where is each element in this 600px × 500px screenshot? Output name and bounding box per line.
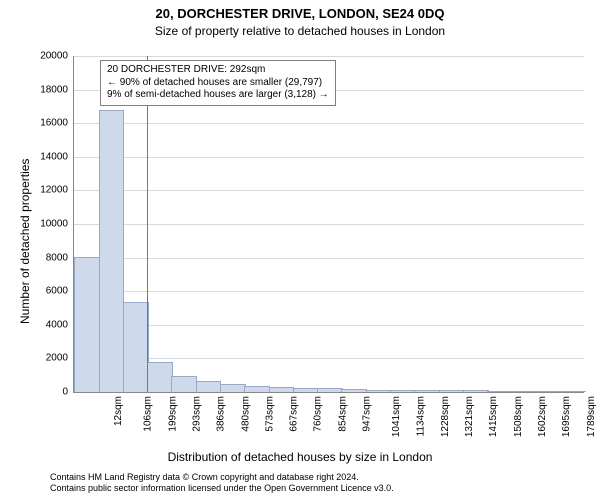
gridline	[74, 56, 584, 57]
histogram-bar	[293, 388, 319, 392]
x-tick-label: 1508sqm	[513, 396, 524, 437]
x-tick-label: 1041sqm	[391, 396, 402, 437]
y-axis-label: Number of detached properties	[18, 159, 32, 324]
histogram-bar	[123, 302, 149, 392]
callout-line3: 9% of semi-detached houses are larger (3…	[107, 89, 329, 102]
gridline	[74, 123, 584, 124]
x-tick-label: 947sqm	[362, 396, 373, 432]
y-tick-label: 14000	[40, 151, 68, 162]
footer-line2: Contains public sector information licen…	[50, 483, 394, 494]
y-tick-label: 0	[62, 387, 68, 398]
chart-subtitle: Size of property relative to detached ho…	[0, 24, 600, 38]
callout-line2: ← 90% of detached houses are smaller (29…	[107, 77, 329, 90]
y-tick-label: 8000	[46, 252, 68, 263]
histogram-bar	[269, 387, 295, 392]
histogram-bar	[317, 388, 343, 392]
gridline	[74, 157, 584, 158]
histogram-bar	[74, 257, 100, 392]
x-tick-label: 1602sqm	[537, 396, 548, 437]
x-tick-label: 1134sqm	[415, 396, 426, 436]
y-tick-label: 16000	[40, 118, 68, 129]
gridline	[74, 224, 584, 225]
x-tick-label: 199sqm	[167, 396, 178, 432]
x-tick-label: 106sqm	[143, 396, 154, 432]
callout-line1: 20 DORCHESTER DRIVE: 292sqm	[107, 64, 329, 77]
x-tick-label: 386sqm	[216, 396, 227, 432]
histogram-bar	[220, 384, 246, 392]
gridline	[74, 291, 584, 292]
histogram-bar	[171, 376, 197, 392]
histogram-bar	[244, 386, 270, 392]
histogram-bar	[341, 389, 367, 392]
histogram-bar	[99, 110, 125, 392]
reference-line	[147, 56, 148, 392]
y-tick-label: 6000	[46, 286, 68, 297]
x-tick-label: 760sqm	[313, 396, 324, 432]
x-tick-label: 1695sqm	[561, 396, 572, 437]
histogram-bar	[560, 391, 586, 392]
x-tick-label: 12sqm	[113, 396, 124, 426]
x-axis-label: Distribution of detached houses by size …	[0, 450, 600, 464]
x-tick-label: 854sqm	[337, 396, 348, 432]
x-tick-label: 573sqm	[264, 396, 275, 432]
y-tick-label: 18000	[40, 84, 68, 95]
gridline	[74, 325, 584, 326]
histogram-bar	[439, 390, 465, 392]
x-tick-label: 1228sqm	[440, 396, 451, 437]
x-tick-label: 293sqm	[192, 396, 203, 432]
chart-container: { "title": { "line1": "20, DORCHESTER DR…	[0, 0, 600, 500]
x-tick-label: 667sqm	[289, 396, 300, 432]
histogram-bar	[487, 391, 513, 393]
y-tick-label: 20000	[40, 51, 68, 62]
y-tick-label: 2000	[46, 353, 68, 364]
chart-title: 20, DORCHESTER DRIVE, LONDON, SE24 0DQ	[0, 6, 600, 21]
plot-area: 0200040006000800010000120001400016000180…	[73, 56, 584, 393]
y-tick-label: 12000	[40, 185, 68, 196]
gridline	[74, 190, 584, 191]
histogram-bar	[366, 390, 392, 393]
histogram-bar	[147, 362, 173, 392]
x-tick-label: 1321sqm	[464, 396, 475, 437]
histogram-bar	[536, 391, 562, 392]
histogram-bar	[196, 381, 222, 392]
gridline	[74, 358, 584, 359]
footer-attribution: Contains HM Land Registry data © Crown c…	[50, 472, 394, 495]
x-tick-label: 480sqm	[240, 396, 251, 432]
footer-line1: Contains HM Land Registry data © Crown c…	[50, 472, 394, 483]
histogram-bar	[511, 391, 537, 392]
gridline	[74, 258, 584, 259]
y-tick-label: 10000	[40, 219, 68, 230]
x-tick-label: 1789sqm	[586, 396, 597, 437]
callout-box: 20 DORCHESTER DRIVE: 292sqm ← 90% of det…	[100, 60, 336, 106]
histogram-bar	[390, 390, 416, 392]
histogram-bar	[414, 390, 440, 392]
x-tick-label: 1415sqm	[489, 396, 500, 437]
histogram-bar	[463, 390, 489, 392]
y-tick-label: 4000	[46, 319, 68, 330]
